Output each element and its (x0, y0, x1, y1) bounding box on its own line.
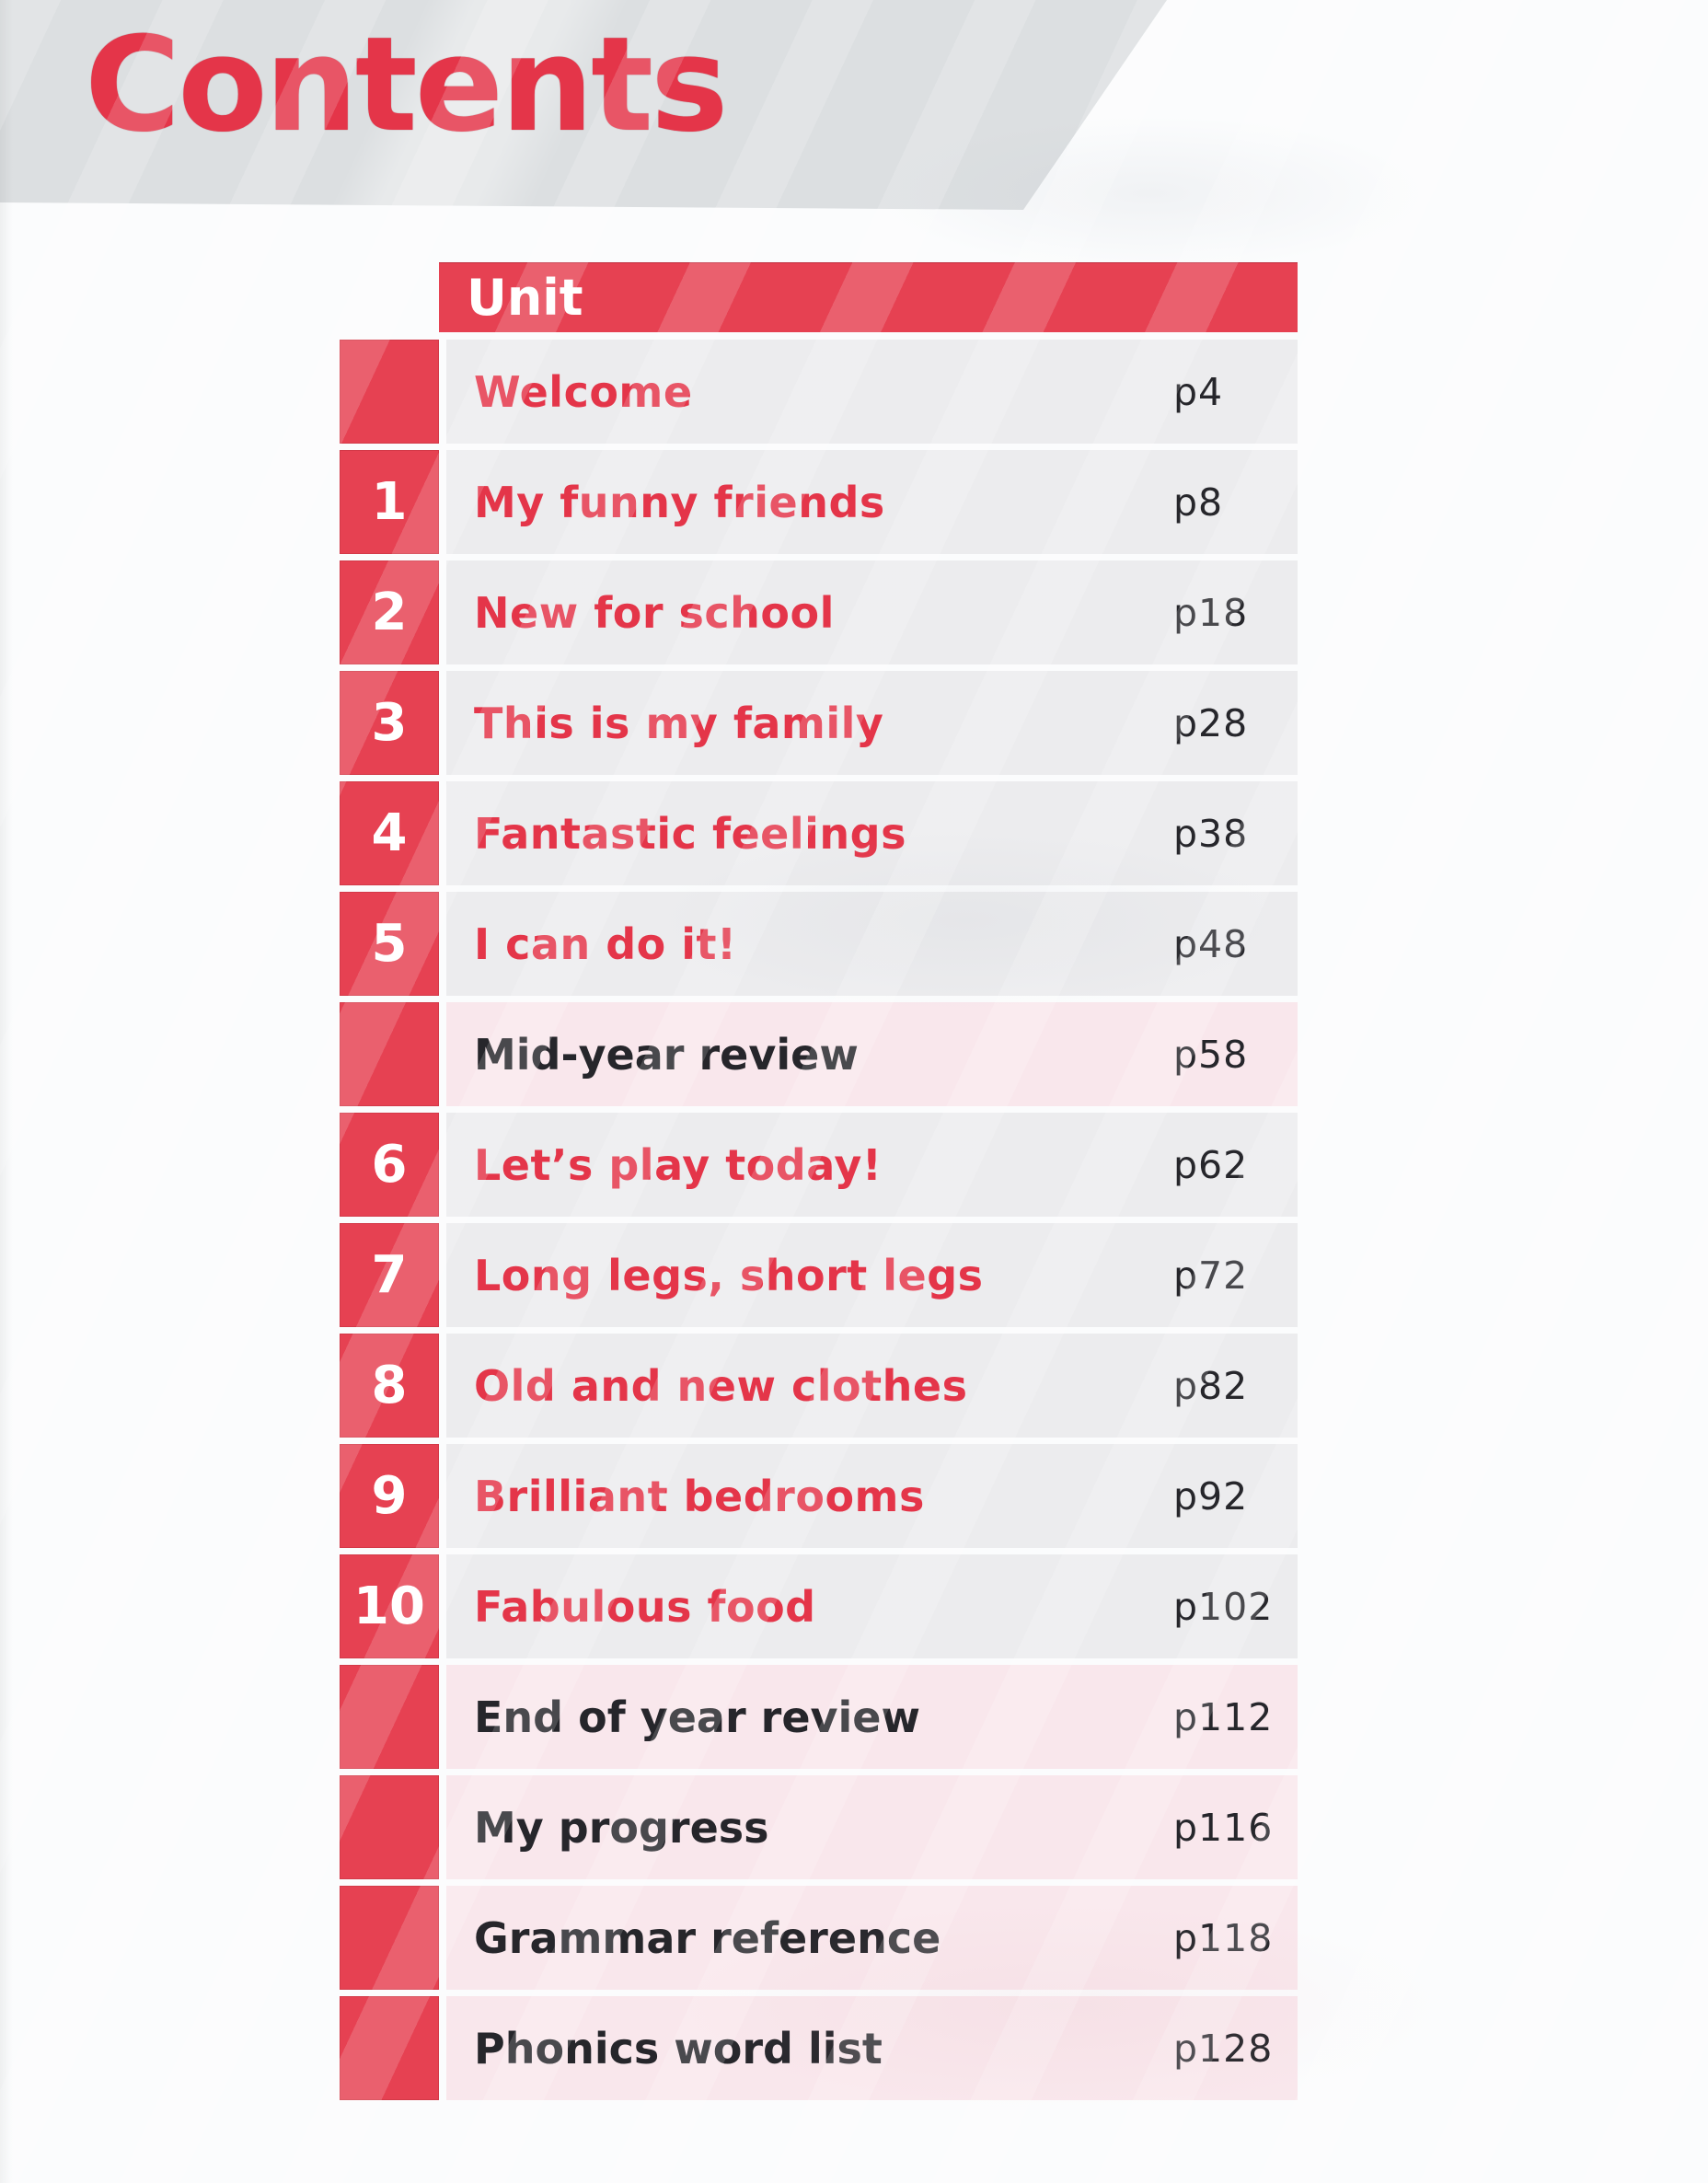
page-number: p112 (1173, 1694, 1274, 1739)
unit-number-badge (340, 1002, 439, 1106)
row-body: Welcome p4 (446, 340, 1298, 444)
unit-number: 5 (371, 914, 408, 974)
table-row: 8 Old and new clothes p82 (340, 1334, 1298, 1438)
unit-number-badge: 9 (340, 1444, 439, 1548)
page-number: p82 (1173, 1363, 1249, 1408)
unit-title: I can do it! (474, 918, 737, 969)
unit-title: My funny friends (474, 477, 885, 527)
unit-number-badge: 10 (340, 1554, 439, 1658)
row-body: Fabulous food p102 (446, 1554, 1298, 1658)
unit-column-header: Unit (467, 268, 583, 327)
table-row: Welcome p4 (340, 340, 1298, 444)
table-row: 1 My funny friends p8 (340, 450, 1298, 554)
row-body: Phonics word list p128 (446, 1996, 1298, 2100)
table-row: 2 New for school p18 (340, 560, 1298, 664)
unit-number: 6 (371, 1135, 408, 1195)
page-number: p58 (1173, 1032, 1249, 1077)
unit-title: Brilliant bedrooms (474, 1471, 925, 1521)
page-title: Contents (85, 9, 729, 161)
table-header-bar: Unit (439, 262, 1298, 332)
unit-number-badge: 7 (340, 1223, 439, 1327)
unit-title: Fabulous food (474, 1581, 816, 1632)
unit-title: Old and new clothes (474, 1360, 968, 1411)
page-number: p62 (1173, 1142, 1249, 1187)
table-row: End of year review p112 (340, 1665, 1298, 1769)
unit-number: 2 (371, 583, 408, 642)
unit-title: Grammar reference (474, 1912, 941, 1963)
table-row: 7 Long legs, short legs p72 (340, 1223, 1298, 1327)
row-body: Long legs, short legs p72 (446, 1223, 1298, 1327)
page-number: p8 (1173, 479, 1224, 525)
page-number: p48 (1173, 921, 1249, 966)
contents-table: Unit Welcome p4 1 My funny friends p8 2 … (340, 262, 1298, 2107)
unit-number: 7 (371, 1245, 408, 1305)
unit-number: 8 (371, 1356, 408, 1415)
page-number: p38 (1173, 811, 1249, 856)
unit-number-badge (340, 1996, 439, 2100)
table-row: 10 Fabulous food p102 (340, 1554, 1298, 1658)
unit-title: New for school (474, 587, 835, 638)
unit-number-badge: 6 (340, 1113, 439, 1217)
table-row: Grammar reference p118 (340, 1886, 1298, 1990)
unit-number-badge (340, 1886, 439, 1990)
page-number: p28 (1173, 700, 1249, 745)
unit-number-badge: 4 (340, 781, 439, 885)
unit-title: Welcome (474, 366, 693, 417)
page-number: p116 (1173, 1805, 1274, 1850)
unit-title: This is my family (474, 698, 884, 748)
table-row: Phonics word list p128 (340, 1996, 1298, 2100)
unit-number-badge: 2 (340, 560, 439, 664)
unit-title: Let’s play today! (474, 1139, 883, 1190)
row-body: Brilliant bedrooms p92 (446, 1444, 1298, 1548)
unit-number: 4 (371, 803, 408, 863)
unit-number-badge: 8 (340, 1334, 439, 1438)
row-body: I can do it! p48 (446, 892, 1298, 996)
unit-number: 9 (371, 1466, 408, 1526)
unit-title: End of year review (474, 1692, 920, 1742)
row-body: Mid-year review p58 (446, 1002, 1298, 1106)
unit-title: My progress (474, 1802, 769, 1853)
table-row: My progress p116 (340, 1775, 1298, 1879)
row-body: Grammar reference p118 (446, 1886, 1298, 1990)
unit-number-badge (340, 1665, 439, 1769)
table-row: Mid-year review p58 (340, 1002, 1298, 1106)
row-body: My funny friends p8 (446, 450, 1298, 554)
page-number: p102 (1173, 1584, 1274, 1629)
table-row: 4 Fantastic feelings p38 (340, 781, 1298, 885)
row-body: End of year review p112 (446, 1665, 1298, 1769)
unit-number-badge (340, 1775, 439, 1879)
table-row: 6 Let’s play today! p62 (340, 1113, 1298, 1217)
unit-number: 1 (371, 472, 408, 532)
table-row: 5 I can do it! p48 (340, 892, 1298, 996)
row-body: New for school p18 (446, 560, 1298, 664)
page-number: p128 (1173, 2026, 1274, 2071)
unit-number-badge: 1 (340, 450, 439, 554)
table-row: 3 This is my family p28 (340, 671, 1298, 775)
unit-number: 3 (371, 693, 408, 753)
unit-title: Phonics word list (474, 2023, 883, 2073)
row-body: Fantastic feelings p38 (446, 781, 1298, 885)
page-number: p18 (1173, 590, 1249, 635)
unit-number-badge (340, 340, 439, 444)
row-body: Old and new clothes p82 (446, 1334, 1298, 1438)
page-number: p92 (1173, 1473, 1249, 1519)
unit-title: Mid-year review (474, 1029, 859, 1080)
row-body: This is my family p28 (446, 671, 1298, 775)
unit-number: 10 (353, 1577, 425, 1636)
unit-number-badge: 5 (340, 892, 439, 996)
unit-number-badge: 3 (340, 671, 439, 775)
row-body: My progress p116 (446, 1775, 1298, 1879)
unit-title: Long legs, short legs (474, 1250, 984, 1300)
corner-decoration-band (0, 0, 1167, 210)
page-number: p118 (1173, 1915, 1274, 1960)
page-number: p4 (1173, 369, 1224, 414)
page-number: p72 (1173, 1253, 1249, 1298)
table-row: 9 Brilliant bedrooms p92 (340, 1444, 1298, 1548)
row-body: Let’s play today! p62 (446, 1113, 1298, 1217)
unit-title: Fantastic feelings (474, 808, 906, 859)
band-highlight-streak (0, 0, 1167, 210)
table-rows: Welcome p4 1 My funny friends p8 2 New f… (340, 340, 1298, 2100)
